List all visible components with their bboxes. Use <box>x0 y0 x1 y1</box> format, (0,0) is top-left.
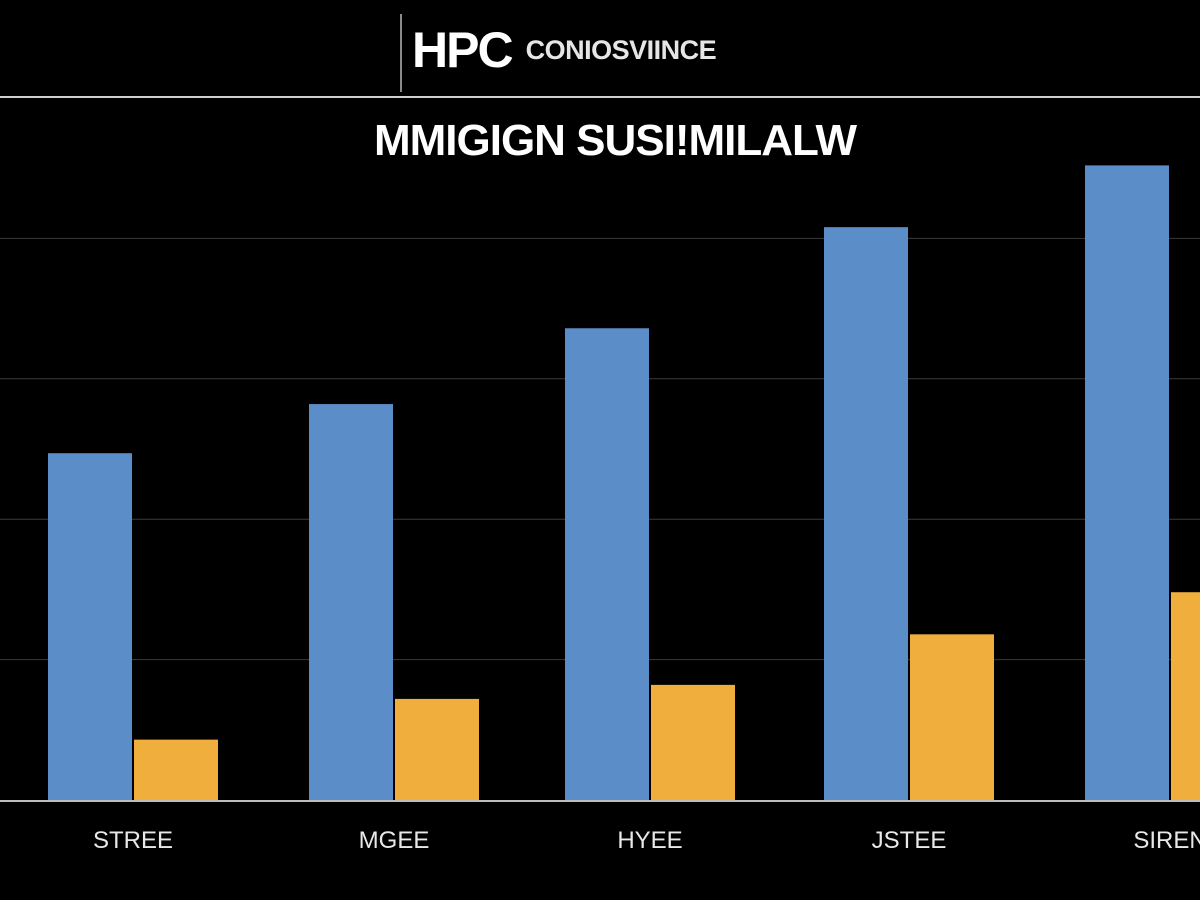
bar-series1-siren <box>1085 165 1169 801</box>
x-tick-label: SIREN <box>1133 827 1200 854</box>
x-tick-label: JSTEE <box>872 827 947 854</box>
chart-title: MMIGIGN SUSI!MILALW <box>373 116 857 165</box>
x-tick-label: STREE <box>93 827 173 854</box>
bar-series1-mgee <box>309 404 393 800</box>
bar-series1-jstee <box>824 227 908 801</box>
brand-name: CONIOSVIINCE <box>525 34 717 65</box>
brand-mark: HPC <box>412 22 514 78</box>
brand-logo: HPC CONIOSVIINCE <box>412 20 717 80</box>
x-tick-label: MGEE <box>359 827 430 854</box>
bar-series2-jstee <box>910 634 994 800</box>
bar-series1-hyee <box>565 328 649 800</box>
bar-series2-stree <box>134 739 218 800</box>
x-tick-label: HYEE <box>617 827 682 854</box>
header-divider <box>400 14 402 92</box>
bar-series2-siren <box>1171 592 1200 800</box>
header-bar: HPC CONIOSVIINCE <box>0 0 1200 98</box>
bar-series2-hyee <box>651 684 735 800</box>
bar-series2-mgee <box>395 698 479 800</box>
bar-series1-stree <box>48 453 132 800</box>
